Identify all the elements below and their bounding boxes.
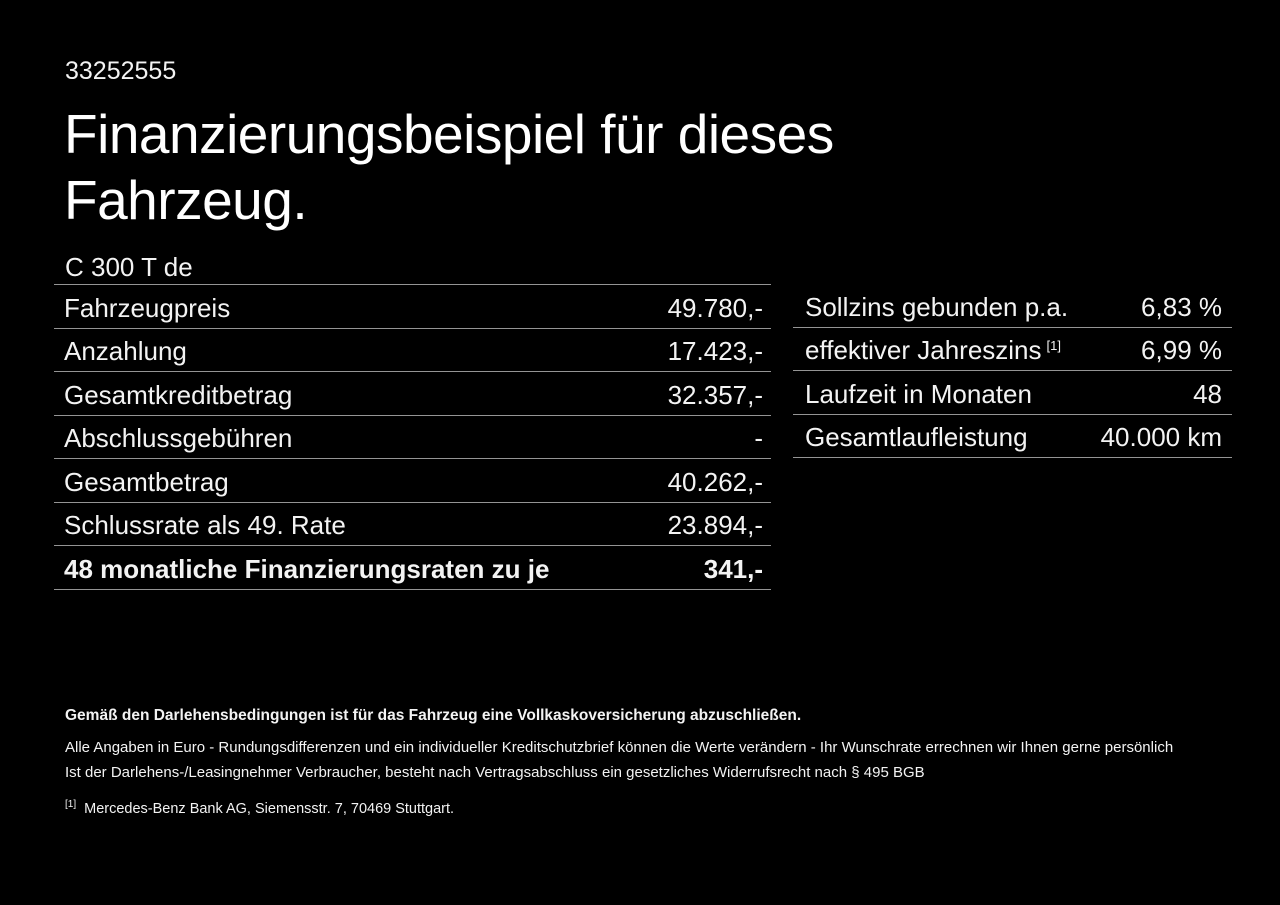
page-title-line1: Finanzierungsbeispiel für dieses <box>64 103 834 165</box>
finance-row-label: Fahrzeugpreis <box>64 292 231 323</box>
conditions-table-row: effektiver Jahreszins [1] 6,99 % <box>793 328 1232 371</box>
conditions-row-value: 48 <box>1193 378 1222 409</box>
page-title: Finanzierungsbeispiel für dieses Fahrzeug… <box>64 101 834 233</box>
conditions-row-label: Sollzins gebunden p.a. <box>805 291 1069 322</box>
conditions-row-value: 6,83 % <box>1141 291 1222 322</box>
finance-table-row: Abschlussgebühren - <box>54 414 771 459</box>
footnote: [1] Mercedes-Benz Bank AG, Siemensstr. 7,… <box>65 796 1225 818</box>
finance-table: Fahrzeugpreis 49.780,- Anzahlung 17.423,… <box>54 284 771 590</box>
finance-table-row: Anzahlung 17.423,- <box>54 327 771 372</box>
footnote-marker: [1] <box>65 799 77 810</box>
finance-row-value: 32.357,- <box>667 379 763 410</box>
legal-footer: Gemäß den Darlehensbedingungen ist für d… <box>65 706 1225 818</box>
conditions-row-label-text: effektiver Jahreszins <box>805 335 1042 366</box>
finance-row-value: 40.262,- <box>667 466 763 497</box>
finance-row-value: 23.894,- <box>667 510 763 541</box>
finance-row-value: 341,- <box>703 553 763 584</box>
finance-row-value: - <box>754 423 763 454</box>
conditions-row-value: 40.000 km <box>1100 422 1222 453</box>
finance-row-value: 17.423,- <box>667 336 763 367</box>
conditions-table: Sollzins gebunden p.a. 6,83 % effektiver… <box>793 284 1232 458</box>
finance-row-label: Abschlussgebühren <box>64 423 293 454</box>
conditions-row-label: Laufzeit in Monaten <box>805 378 1032 409</box>
finance-row-label: Gesamtbetrag <box>64 466 229 497</box>
conditions-table-row: Gesamtlaufleistung 40.000 km <box>793 415 1232 458</box>
document-id: 33252555 <box>65 57 177 85</box>
conditions-table-row: Laufzeit in Monaten 48 <box>793 371 1232 415</box>
finance-table-row: Gesamtkreditbetrag 32.357,- <box>54 371 771 415</box>
disclaimer-line1: Alle Angaben in Euro - Rundungsdifferenz… <box>65 739 1174 756</box>
finance-table-row: Schlussrate als 49. Rate 23.894,- <box>54 501 771 546</box>
footnote-text: Mercedes-Benz Bank AG, Siemensstr. 7, 70… <box>84 800 455 817</box>
disclaimer-line2: Ist der Darlehens-/Leasingnehmer Verbrau… <box>65 764 925 781</box>
footnote-ref: [1] <box>1046 337 1061 353</box>
finance-row-label: Anzahlung <box>64 336 187 367</box>
vehicle-model: C 300 T de <box>65 252 193 282</box>
conditions-row-value: 6,99 % <box>1141 335 1222 366</box>
conditions-row-label: Gesamtlaufleistung <box>805 422 1028 453</box>
insurance-note: Gemäß den Darlehensbedingungen ist für d… <box>65 707 802 724</box>
conditions-table-row: Sollzins gebunden p.a. 6,83 % <box>793 284 1232 328</box>
conditions-row-label: effektiver Jahreszins [1] <box>805 335 1061 366</box>
finance-row-label: 48 monatliche Finanzierungsraten zu je <box>64 553 550 584</box>
finance-table-row: Fahrzeugpreis 49.780,- <box>54 284 771 328</box>
finance-table-row-monthly-rate: 48 monatliche Finanzierungsraten zu je 3… <box>54 545 771 589</box>
finance-row-label: Schlussrate als 49. Rate <box>64 510 346 541</box>
finance-row-value: 49.780,- <box>667 292 763 323</box>
page-title-line2: Fahrzeug. <box>64 169 308 231</box>
finance-row-label: Gesamtkreditbetrag <box>64 379 293 410</box>
finance-table-row: Gesamtbetrag 40.262,- <box>54 458 771 502</box>
